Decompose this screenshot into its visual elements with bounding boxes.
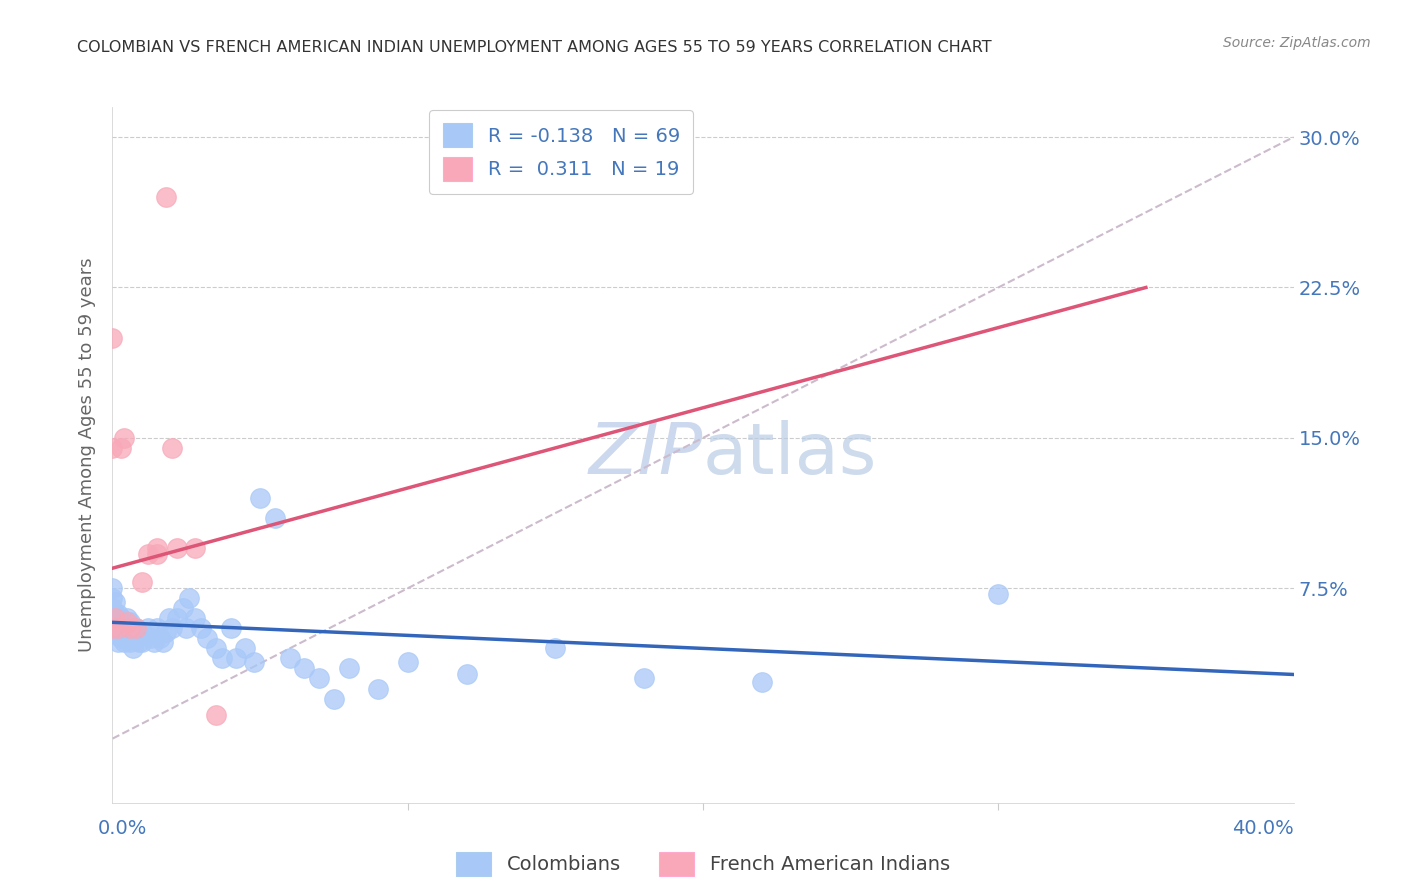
Point (101, 441, 124, 455)
Point (264, 511, 287, 525)
Point (104, 627, 127, 641)
Point (104, 615, 127, 630)
Point (117, 621, 138, 635)
Point (136, 621, 159, 635)
Point (110, 611, 132, 625)
Point (205, 641, 228, 656)
Point (278, 651, 301, 665)
Point (104, 611, 127, 625)
Point (146, 621, 169, 635)
Point (120, 635, 142, 649)
Point (146, 541, 169, 556)
Point (308, 672, 330, 686)
Point (142, 635, 165, 649)
Point (120, 625, 142, 640)
Point (101, 621, 124, 635)
Text: COLOMBIAN VS FRENCH AMERICAN INDIAN UNEMPLOYMENT AMONG AGES 55 TO 59 YEARS CORRE: COLOMBIAN VS FRENCH AMERICAN INDIAN UNEM… (77, 40, 993, 55)
Point (110, 441, 132, 455)
Point (146, 547, 169, 561)
Point (131, 635, 153, 649)
Point (120, 615, 142, 630)
Point (195, 632, 218, 646)
Point (125, 632, 148, 646)
Point (101, 581, 124, 595)
Point (155, 190, 177, 204)
Point (122, 632, 145, 646)
Point (987, 587, 1010, 601)
Point (367, 681, 389, 696)
Point (110, 632, 132, 646)
Point (122, 621, 145, 635)
Text: 0.0%: 0.0% (98, 819, 148, 838)
Point (136, 547, 159, 561)
Point (179, 591, 201, 606)
Text: ZIP: ZIP (589, 420, 703, 490)
Point (101, 601, 124, 615)
Legend: Colombians, French American Indians: Colombians, French American Indians (449, 844, 957, 884)
Point (184, 611, 207, 625)
Point (160, 441, 183, 455)
Point (174, 621, 197, 635)
Point (152, 635, 174, 649)
Point (101, 611, 124, 625)
Point (172, 601, 194, 615)
Point (125, 621, 148, 635)
Point (112, 625, 135, 640)
Point (120, 621, 142, 635)
Point (166, 611, 188, 625)
Point (139, 632, 162, 646)
Point (190, 621, 212, 635)
Point (323, 691, 346, 706)
Point (157, 611, 180, 625)
Point (544, 641, 567, 656)
Point (117, 611, 138, 625)
Point (243, 656, 266, 670)
Point (112, 431, 135, 445)
Point (107, 635, 129, 649)
Point (122, 641, 145, 656)
Point (128, 635, 150, 649)
Text: atlas: atlas (703, 420, 877, 490)
Point (292, 661, 315, 675)
Point (104, 595, 127, 609)
Point (131, 625, 153, 640)
Point (107, 621, 129, 635)
Point (125, 621, 148, 635)
Point (101, 591, 124, 606)
Point (117, 632, 138, 646)
Point (166, 541, 188, 556)
Point (104, 607, 127, 622)
Point (456, 667, 478, 681)
Point (184, 541, 207, 556)
Point (107, 625, 129, 640)
Point (107, 607, 129, 622)
Point (107, 617, 129, 632)
Point (101, 331, 124, 345)
Y-axis label: Unemployment Among Ages 55 to 59 years: Unemployment Among Ages 55 to 59 years (77, 258, 96, 652)
Point (337, 661, 360, 675)
Point (160, 621, 183, 635)
Point (233, 641, 256, 656)
Point (205, 707, 228, 722)
Point (751, 675, 773, 690)
Text: Source: ZipAtlas.com: Source: ZipAtlas.com (1223, 36, 1371, 50)
Point (128, 627, 150, 641)
Point (219, 621, 242, 635)
Point (112, 635, 135, 649)
Point (131, 575, 153, 590)
Point (211, 651, 233, 665)
Point (155, 625, 177, 640)
Point (117, 615, 138, 630)
Point (225, 651, 247, 665)
Point (101, 621, 124, 635)
Point (249, 491, 271, 505)
Point (633, 672, 655, 686)
Point (396, 656, 419, 670)
Point (149, 632, 172, 646)
Point (110, 621, 132, 635)
Text: 40.0%: 40.0% (1232, 819, 1294, 838)
